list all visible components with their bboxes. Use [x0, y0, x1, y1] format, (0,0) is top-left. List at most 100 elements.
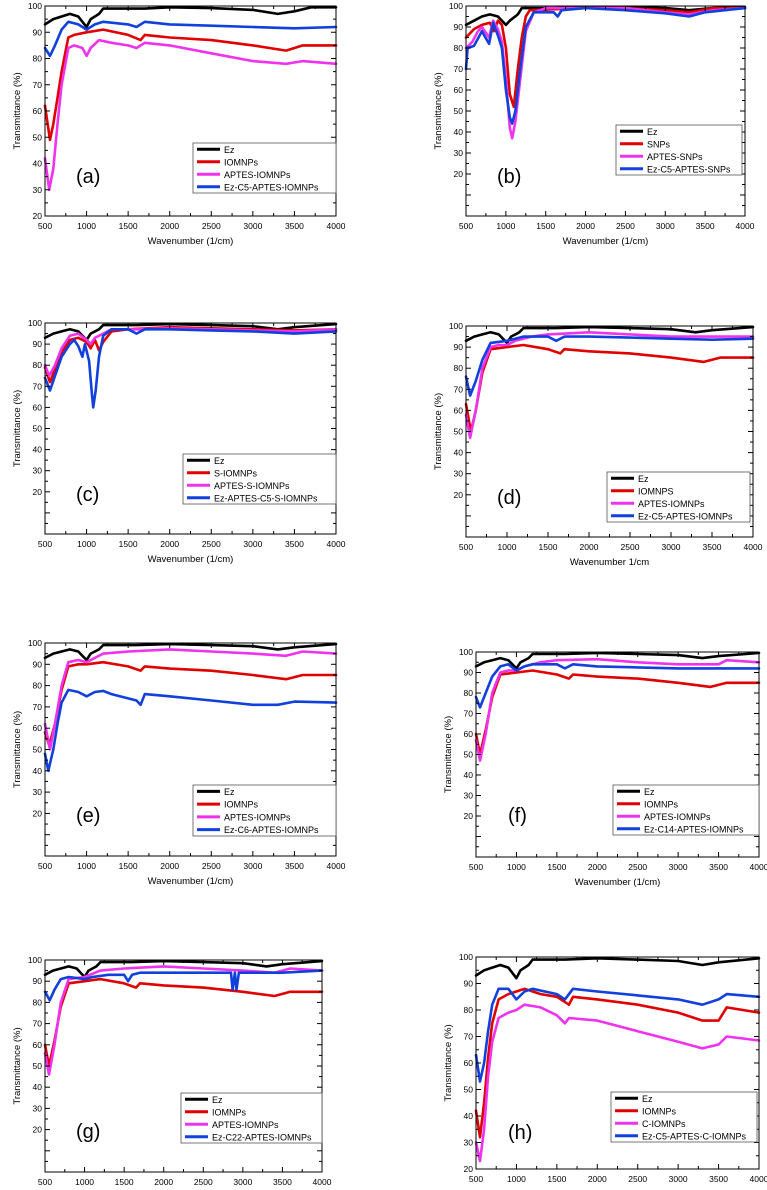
legend-label: Ez-C14-APTES-IOMNPs — [644, 824, 744, 834]
y-axis-label: Transmittance (%) — [433, 72, 444, 149]
chart-panel: 500 1000 1500 2000 2500 3000 3500 4000 20 30 40 50 6… — [433, 321, 763, 568]
x-tick-label: 3500 — [703, 542, 722, 552]
y-tick-label: 30 — [464, 1138, 474, 1148]
series-line — [474, 987, 761, 1083]
series-line — [464, 6, 747, 125]
x-axis-label: Wavenumber 1/cm — [570, 557, 649, 568]
legend-box — [606, 471, 751, 523]
x-tick-label: 1000 — [507, 862, 526, 872]
y-tick-label: 50 — [33, 1061, 43, 1071]
y-tick-label: 30 — [33, 185, 43, 195]
legend-box — [180, 1092, 323, 1144]
panel-label: (a) — [76, 166, 100, 188]
series-line — [464, 335, 755, 397]
legend-label: APTES-IOMNPs — [638, 499, 705, 509]
legend-label: APTES-IOMNPs — [644, 812, 711, 822]
y-axis-label: Transmittance (%) — [12, 72, 23, 149]
y-axis-label: Transmittance (%) — [12, 390, 23, 467]
legend-label: Ez — [224, 145, 235, 155]
legend-label: Ez — [224, 787, 235, 797]
x-tick-label: 3000 — [662, 542, 681, 552]
legend-label: Ez — [644, 787, 655, 797]
y-tick-label: 80 — [454, 43, 464, 53]
y-tick-label: 60 — [33, 106, 43, 116]
y-tick-label: 40 — [33, 766, 43, 776]
x-tick-label: 2000 — [154, 1177, 173, 1187]
y-tick-label: 40 — [454, 127, 464, 137]
x-tick-label: 2500 — [616, 221, 635, 231]
x-tick-label: 4000 — [750, 862, 767, 872]
y-tick-label: 90 — [33, 659, 43, 669]
y-tick-label: 30 — [454, 469, 464, 479]
y-tick-label: 70 — [454, 64, 464, 74]
x-tick-label: 1000 — [507, 1174, 526, 1184]
y-tick-label: 50 — [464, 1085, 474, 1095]
y-tick-label: 20 — [33, 1125, 43, 1135]
series-line — [474, 662, 761, 709]
x-tick-label: 2500 — [194, 1177, 213, 1187]
y-tick-label: 90 — [454, 22, 464, 32]
x-tick-label: 500 — [469, 862, 483, 872]
x-tick-label: 4000 — [736, 221, 755, 231]
series-line — [464, 343, 755, 433]
x-tick-label: 500 — [459, 542, 473, 552]
series-line — [474, 669, 761, 756]
x-tick-label: 1000 — [77, 539, 96, 549]
y-tick-label: 70 — [33, 702, 43, 712]
y-tick-label: 50 — [464, 750, 474, 760]
legend-label: SNPs — [647, 139, 671, 149]
legend-label: IOMNPS — [638, 486, 674, 496]
y-tick-label: 90 — [454, 342, 464, 352]
y-tick-label: 90 — [33, 339, 43, 349]
y-axis-label: Transmittance (%) — [433, 393, 444, 470]
series-line — [43, 322, 338, 342]
y-tick-label: 40 — [33, 445, 43, 455]
y-tick-label: 80 — [464, 1005, 474, 1015]
legend-label: Ez — [212, 1095, 223, 1105]
x-tick-label: 1500 — [119, 221, 138, 231]
y-tick-label: 100 — [449, 1, 463, 11]
x-tick-label: 4000 — [327, 539, 346, 549]
x-tick-label: 2000 — [576, 221, 595, 231]
legend-box — [192, 142, 337, 194]
legend-label: Ez-C5-APTES-C-IOMNPs — [642, 1131, 747, 1141]
y-tick-label: 70 — [33, 381, 43, 391]
x-tick-label: 4000 — [327, 861, 346, 871]
y-tick-label: 60 — [33, 723, 43, 733]
chart-panel: 500 1000 1500 2000 2500 3000 3500 4000 20 30 40 50 6… — [12, 318, 346, 565]
legend-label: Ez-C5-APTES-IOMNPs — [224, 182, 319, 192]
legend-label: IOMNPs — [212, 1107, 247, 1117]
series-line — [474, 987, 761, 1139]
panel-label: (g) — [76, 1121, 100, 1143]
y-tick-label: 100 — [449, 321, 463, 331]
y-tick-label: 20 — [33, 808, 43, 818]
legend-label: Ez-C5-APTES-SNPs — [647, 164, 731, 174]
x-tick-label: 500 — [469, 1174, 483, 1184]
legend-label: APTES-SNPs — [647, 152, 703, 162]
y-axis-label: Transmittance (%) — [12, 1027, 23, 1104]
x-tick-label: 2500 — [202, 539, 221, 549]
x-tick-label: 500 — [38, 1177, 52, 1187]
legend-label: APTES-IOMNPs — [224, 812, 291, 822]
y-tick-label: 100 — [459, 952, 473, 962]
y-tick-label: 30 — [464, 791, 474, 801]
series-line — [43, 642, 338, 662]
y-tick-label: 90 — [464, 979, 474, 989]
y-tick-label: 100 — [28, 1, 42, 11]
x-tick-label: 3000 — [243, 221, 262, 231]
y-tick-label: 90 — [33, 27, 43, 37]
chart-panel: 500 1000 1500 2000 2500 3000 3500 4000 20 30 40 50 6… — [12, 638, 346, 887]
y-tick-label: 50 — [454, 106, 464, 116]
chart-panel: 500 1000 1500 2000 2500 3000 3500 4000 20 30 40 50 6… — [443, 952, 767, 1190]
series-line — [43, 969, 324, 1002]
legend-label: S-IOMNPs — [214, 468, 258, 478]
x-tick-label: 2500 — [628, 1174, 647, 1184]
legend-label: Ez-APTES-C5-S-IOMNPs — [214, 493, 318, 503]
legend-label: Ez — [642, 1094, 653, 1104]
x-tick-label: 1500 — [539, 542, 558, 552]
series-line — [43, 660, 338, 747]
y-axis-label: Transmittance (%) — [443, 716, 454, 793]
x-tick-label: 1000 — [75, 1177, 94, 1187]
x-axis-label: Wavenumber (1/cm) — [563, 236, 649, 247]
